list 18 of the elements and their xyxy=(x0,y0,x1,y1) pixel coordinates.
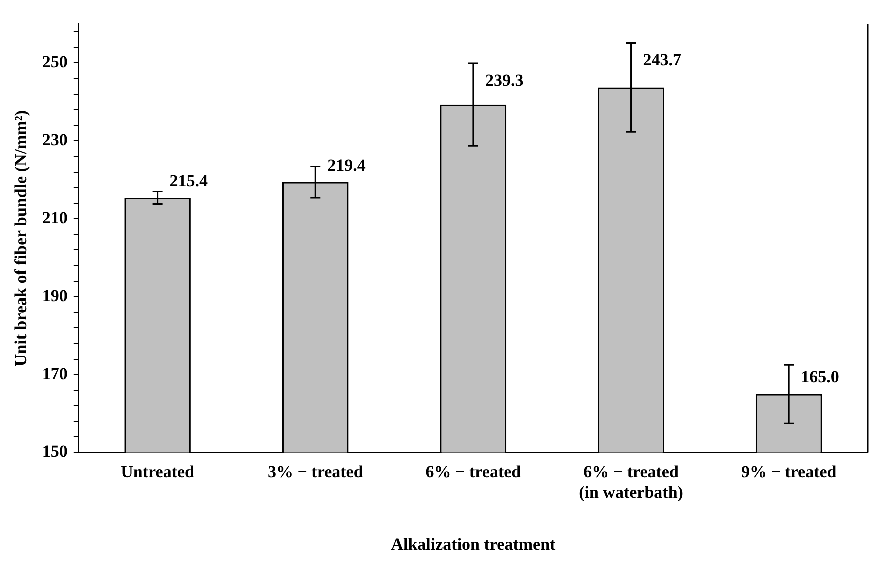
data-label: 219.4 xyxy=(328,156,366,175)
y-tick-label: 190 xyxy=(42,286,68,306)
y-axis-title: Unit break of fiber bundle (N/mm²) xyxy=(12,110,31,367)
y-tick-label: 170 xyxy=(42,364,68,384)
data-label: 239.3 xyxy=(485,70,524,90)
y-tick-label: 150 xyxy=(42,442,68,462)
data-label: 215.4 xyxy=(170,171,209,190)
x-axis-title: Alkalization treatment xyxy=(391,535,556,554)
x-tick-label: 3% − treated xyxy=(268,462,364,482)
x-tick-label: 6% − treated xyxy=(426,462,522,482)
data-label: 165.0 xyxy=(801,368,840,387)
x-tick-label: Untreated xyxy=(121,462,196,482)
y-tick-label: 210 xyxy=(42,208,68,228)
data-label: 243.7 xyxy=(643,50,682,70)
x-tick-label: 6% − treated (in waterbath) xyxy=(579,462,684,502)
x-tick-label: 9% − treated xyxy=(741,462,838,482)
y-tick-label: 250 xyxy=(42,52,68,72)
y-tick-label: 230 xyxy=(42,130,68,150)
